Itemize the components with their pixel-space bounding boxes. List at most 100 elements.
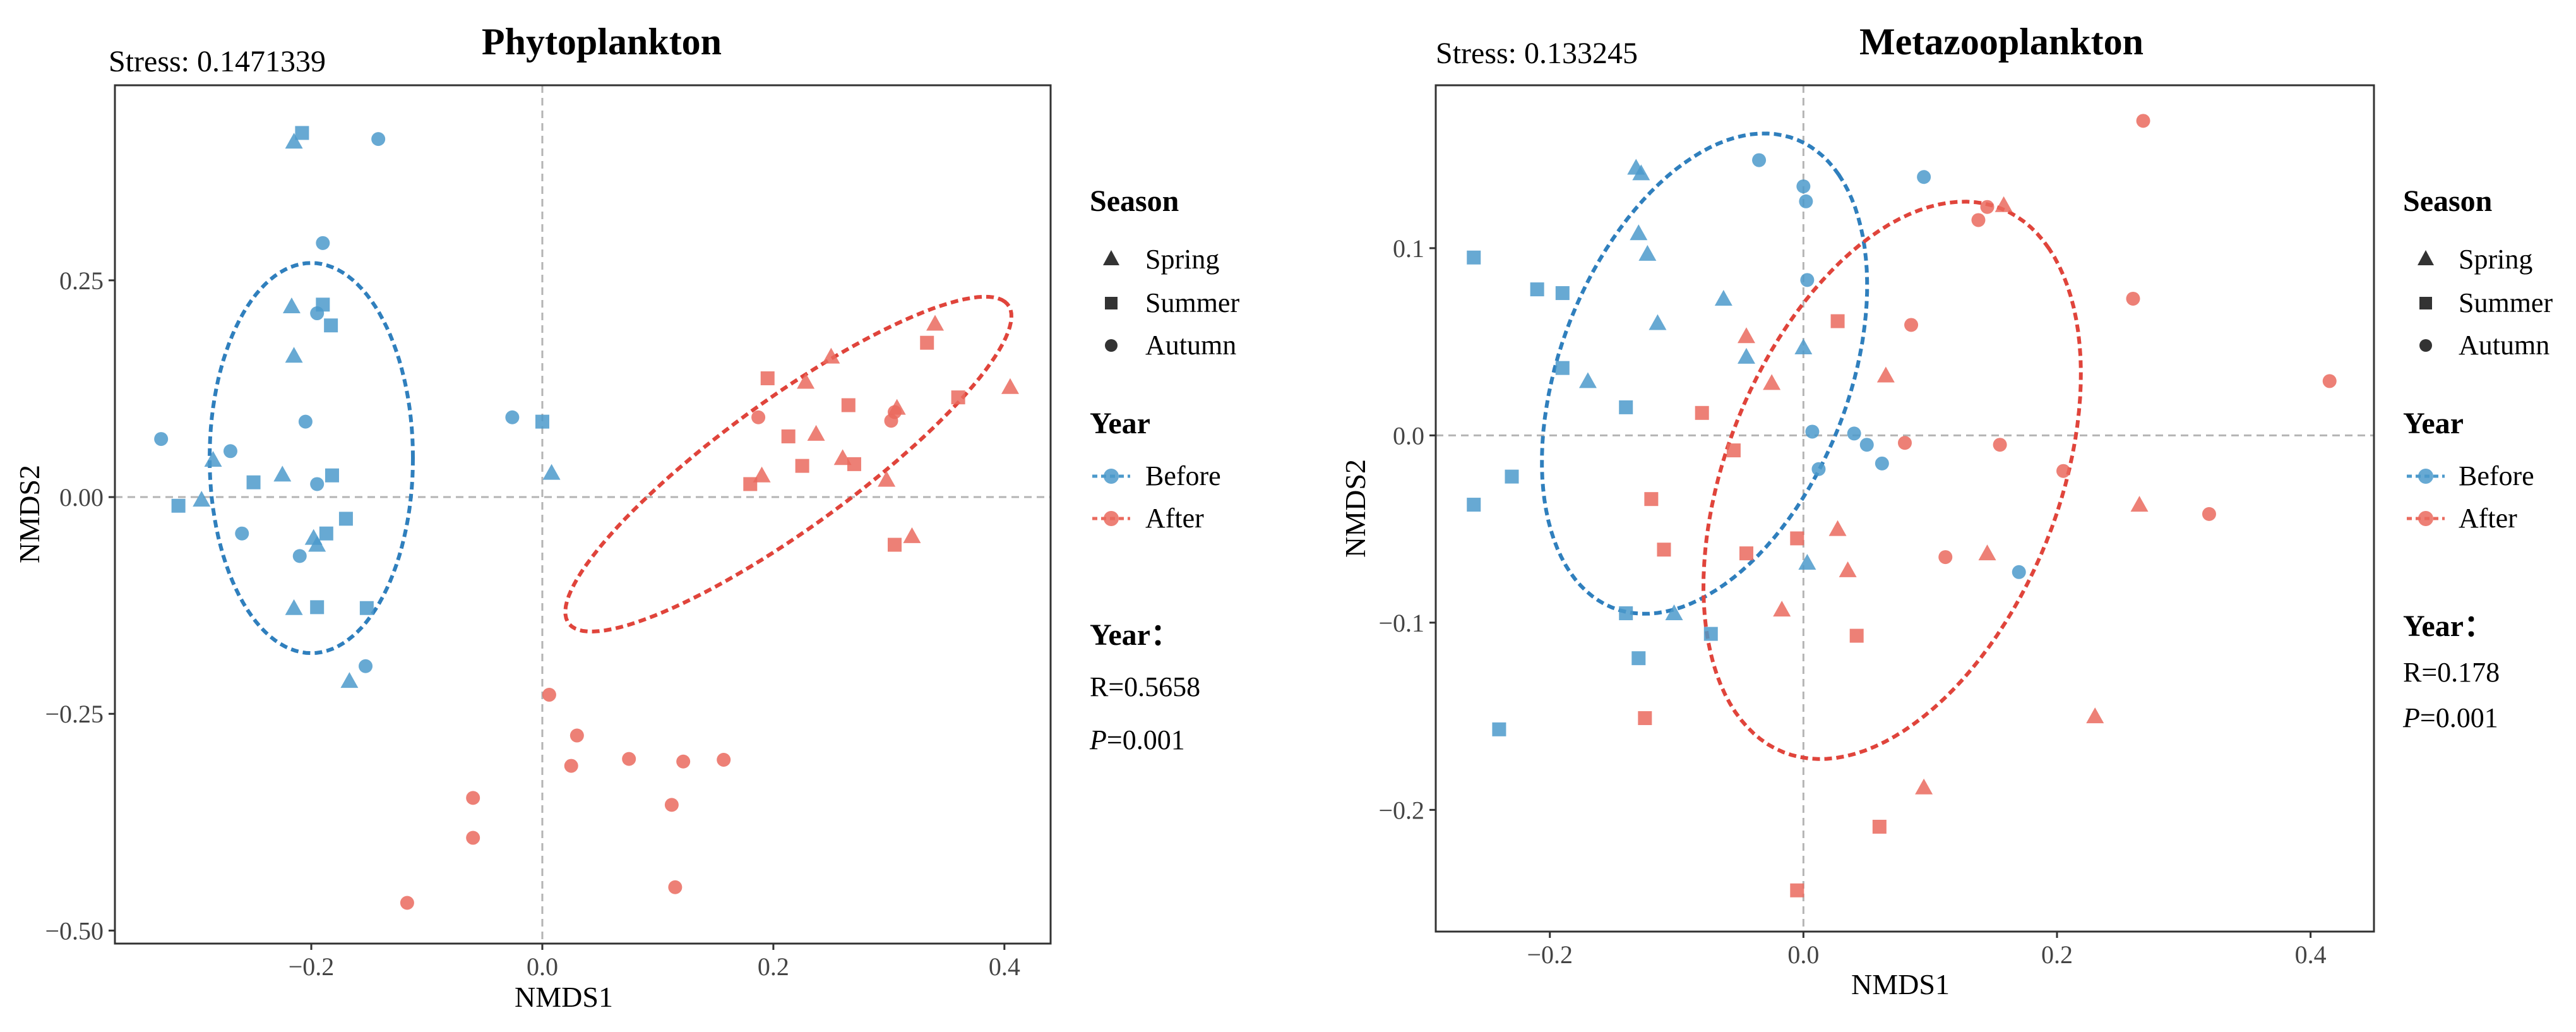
- point-spring-before: [285, 133, 303, 149]
- anosim-title: Year：: [1090, 618, 1181, 652]
- point-autumn-after: [569, 728, 584, 743]
- point-autumn-before: [505, 410, 520, 424]
- x-axis-label: NMDS1: [1851, 968, 1950, 1000]
- point-autumn-before: [235, 526, 249, 541]
- legend-before-label: Before: [2459, 460, 2534, 491]
- point-spring-after: [1839, 561, 1857, 577]
- legend-before-label: Before: [1145, 460, 1221, 491]
- point-spring-before: [1737, 347, 1755, 364]
- point-summer-after: [847, 457, 861, 471]
- legend-autumn-marker: [2419, 339, 2432, 352]
- point-spring-after: [2086, 707, 2104, 724]
- anosim-r-value: R=0.178: [2403, 657, 2500, 688]
- legend: Season Spring Summer Autumn Year Before …: [2402, 184, 2553, 733]
- point-summer-before: [1619, 400, 1633, 414]
- point-spring-after: [807, 424, 825, 441]
- point-spring-after: [1828, 520, 1847, 536]
- y-tick-label: −0.2: [1378, 796, 1424, 824]
- point-autumn-before: [223, 444, 237, 459]
- x-tick-label: −0.2: [1527, 940, 1573, 969]
- point-autumn-after: [1993, 438, 2007, 452]
- point-summer-after: [1644, 492, 1659, 507]
- stress-label: Stress: 0.133245: [1436, 37, 1638, 70]
- legend-season-title: Season: [1090, 184, 1179, 218]
- point-autumn-after: [2136, 114, 2150, 128]
- point-summer-after: [781, 429, 796, 443]
- point-summer-after: [888, 537, 902, 552]
- point-spring-after: [903, 527, 921, 543]
- point-autumn-before: [1752, 153, 1767, 167]
- panel-title: Phytoplankton: [482, 21, 722, 63]
- point-spring-after: [833, 449, 852, 465]
- x-tick-label: 0.2: [758, 952, 789, 981]
- point-autumn-after: [466, 831, 480, 845]
- point-summer-before: [1631, 651, 1646, 666]
- point-autumn-after: [884, 414, 898, 428]
- stress-label: Stress: 0.1471339: [109, 45, 326, 78]
- legend-year-title: Year: [2403, 407, 2464, 440]
- point-autumn-after: [542, 688, 556, 702]
- y-tick-label: 0.0: [1393, 421, 1424, 450]
- legend-autumn-label: Autumn: [2459, 330, 2549, 361]
- legend-after-marker: [2418, 511, 2433, 526]
- point-spring-after: [1915, 778, 1933, 795]
- point-summer-before: [246, 475, 261, 489]
- point-summer-after: [1657, 543, 1671, 557]
- point-summer-after: [951, 390, 965, 405]
- anosim-title: Year：: [2403, 609, 2494, 643]
- point-spring-before: [308, 536, 326, 552]
- point-autumn-before: [1859, 438, 1874, 452]
- point-autumn-before: [371, 132, 386, 147]
- point-spring-after: [822, 347, 840, 364]
- y-tick-label: −0.50: [45, 916, 104, 945]
- x-tick-label: 0.4: [2295, 940, 2327, 969]
- plot-area: −0.2 0.0 0.2 0.4 −0.50 −0.25 0.00 0.25: [45, 85, 1051, 981]
- point-autumn-before: [298, 414, 313, 429]
- point-summer-after: [743, 477, 758, 491]
- point-spring-before: [1714, 289, 1732, 306]
- point-autumn-after: [564, 759, 578, 773]
- point-autumn-after: [668, 880, 683, 894]
- legend-autumn-label: Autumn: [1145, 330, 1236, 361]
- point-autumn-after: [1898, 436, 1912, 450]
- point-spring-after: [1737, 327, 1755, 344]
- point-autumn-before: [1805, 424, 1820, 439]
- point-summer-before: [1505, 469, 1519, 484]
- legend-spring-label: Spring: [2459, 244, 2532, 275]
- point-summer-before: [535, 414, 549, 429]
- legend-after-marker: [1104, 511, 1119, 526]
- x-axis-label: NMDS1: [515, 981, 613, 1013]
- x-tick-label: 0.0: [527, 952, 558, 981]
- phytoplankton-panel: Phytoplankton Stress: 0.1471339 −0.2 0.0 0…: [13, 21, 1239, 1013]
- point-spring-after: [926, 315, 945, 331]
- legend-before-marker: [1104, 469, 1119, 484]
- point-summer-before: [1467, 250, 1481, 265]
- point-spring-before: [273, 465, 292, 482]
- y-axis-label: NMDS2: [1339, 459, 1371, 558]
- legend-season-title: Season: [2403, 184, 2492, 218]
- metazooplankton-panel: Metazooplankton Stress: 0.133245 −0.2 0.0…: [1339, 21, 2553, 1000]
- point-autumn-after: [1904, 318, 1919, 332]
- legend-after-label: After: [1145, 503, 1204, 534]
- point-autumn-before: [1799, 194, 1813, 208]
- point-summer-before: [171, 498, 186, 513]
- legend-summer-marker: [2419, 297, 2432, 309]
- point-spring-after: [878, 471, 896, 487]
- point-summer-before: [1703, 627, 1718, 641]
- y-tick-label: 0.00: [59, 483, 104, 512]
- point-summer-before: [1467, 498, 1481, 512]
- point-autumn-before: [316, 236, 330, 250]
- point-spring-before: [1798, 553, 1816, 570]
- point-spring-after: [1001, 378, 1019, 394]
- y-axis-label: NMDS2: [13, 465, 45, 563]
- point-summer-before: [324, 318, 338, 333]
- x-tick-label: 0.4: [989, 952, 1020, 981]
- point-spring-before: [1638, 244, 1657, 261]
- point-spring-before: [285, 599, 303, 615]
- point-summer-after: [1849, 628, 1864, 643]
- panel-title: Metazooplankton: [1859, 21, 2144, 63]
- plot-area: −0.2 0.0 0.2 0.4 −0.2 −0.1 0.0 0.1: [1378, 85, 2374, 969]
- point-autumn-before: [310, 306, 325, 321]
- legend-year-title: Year: [1090, 407, 1150, 440]
- point-spring-before: [1630, 224, 1648, 241]
